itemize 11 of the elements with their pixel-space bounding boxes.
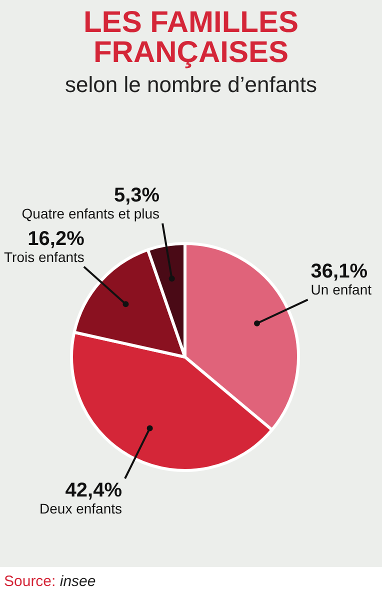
source-note: Source: insee	[4, 573, 96, 590]
slice-label: Deux enfants	[40, 500, 122, 516]
chart-subtitle: selon le nombre d’enfants	[64, 72, 318, 98]
data-label: 42,4%	[65, 479, 122, 502]
slice-label: Quatre enfants et plus	[22, 205, 160, 222]
data-label: 16,2%	[28, 228, 85, 250]
chart-title: LES FAMILLES FRANÇAISES	[82, 5, 300, 69]
slice-label: Un enfant	[310, 282, 372, 298]
data-label: 36,1%	[310, 260, 368, 283]
data-label: 5,3%	[114, 184, 160, 206]
slice-label: Trois enfants	[4, 248, 84, 265]
